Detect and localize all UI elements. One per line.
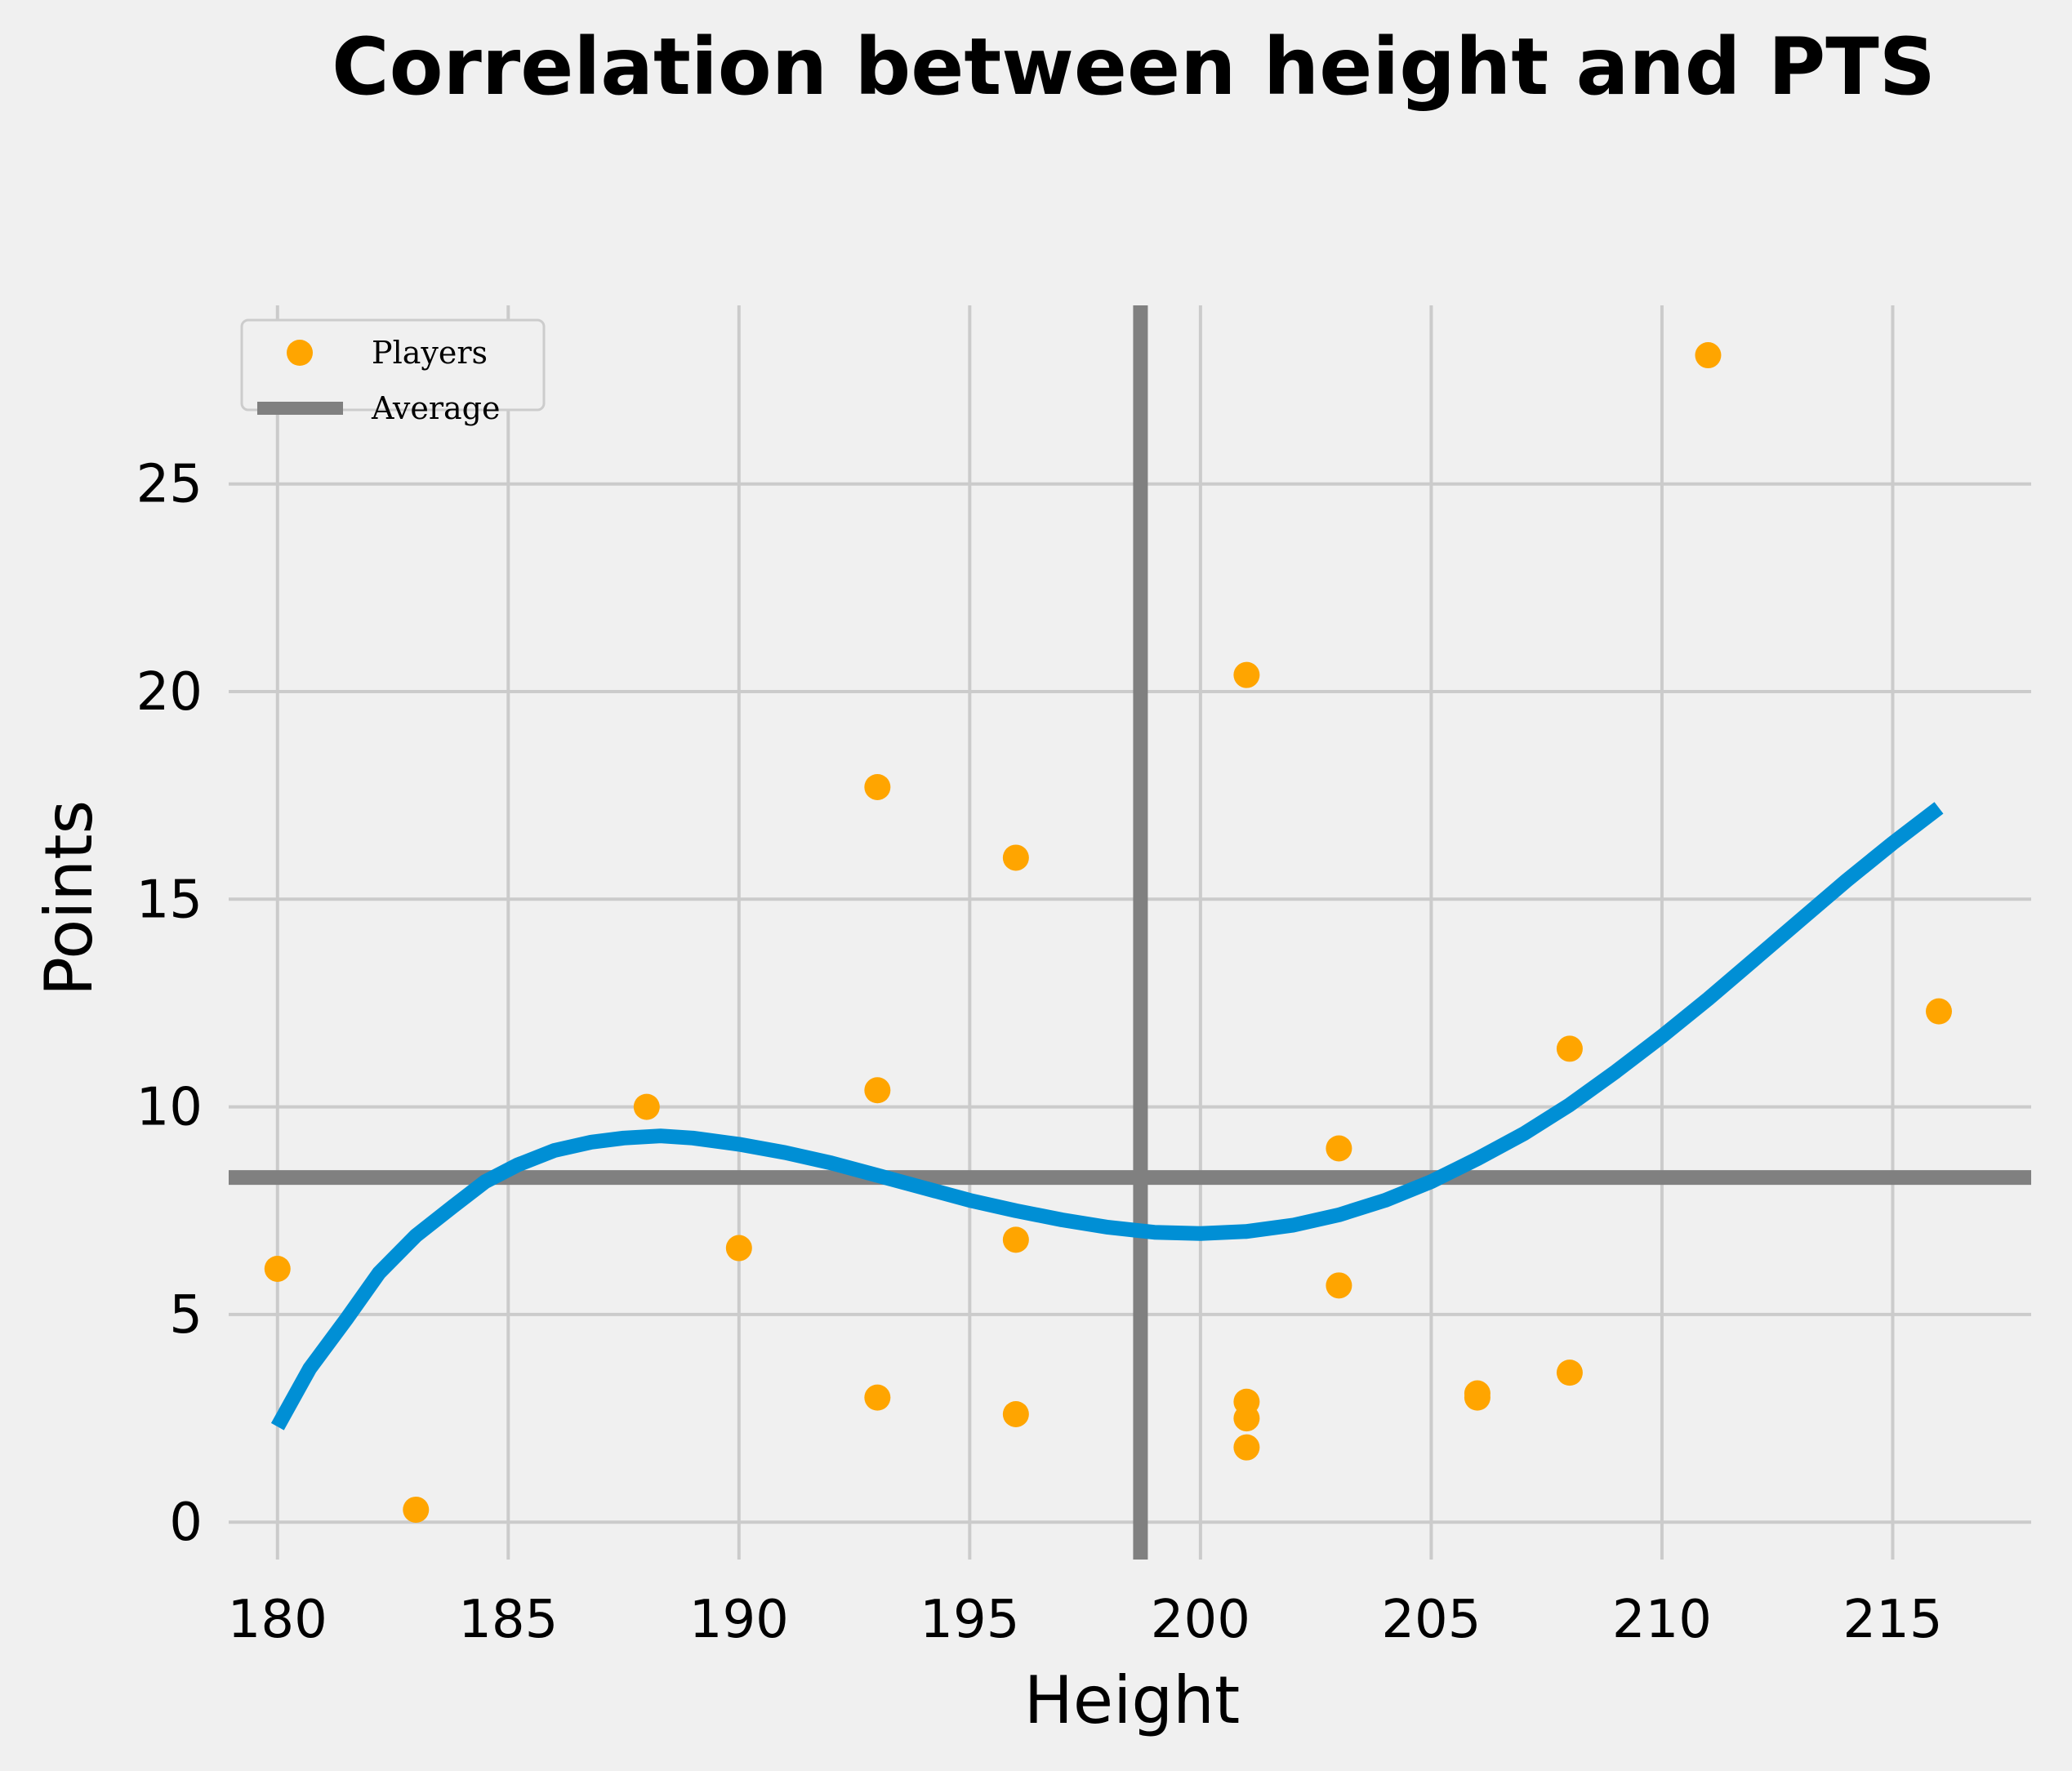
legend-players-label: Players — [372, 335, 488, 371]
grid — [229, 305, 2031, 1560]
legend-box — [240, 318, 546, 412]
y-tick-25: 25 — [136, 455, 203, 515]
x-tick-195: 195 — [920, 1590, 1019, 1650]
y-tick-5: 5 — [169, 1285, 203, 1346]
x-tick-labels: 180 185 190 195 200 205 210 215 — [228, 1590, 1943, 1650]
trend-layer — [270, 802, 1944, 1431]
legend-average-label: Average — [371, 390, 501, 426]
legend: Players Average — [240, 318, 546, 426]
player-point-1 — [403, 1496, 430, 1523]
x-tick-185: 185 — [458, 1590, 558, 1650]
trend-curve — [270, 802, 1944, 1431]
y-tick-0: 0 — [169, 1493, 203, 1553]
y-tick-15: 15 — [136, 870, 203, 930]
y-tick-20: 20 — [136, 662, 203, 723]
y-axis-label: Points — [31, 800, 107, 996]
x-tick-205: 205 — [1381, 1590, 1481, 1650]
player-point-14 — [1326, 1135, 1352, 1162]
player-point-20 — [1695, 342, 1722, 369]
legend-players-marker — [287, 340, 313, 366]
x-axis-label: Height — [1024, 1662, 1240, 1738]
player-point-4 — [864, 773, 891, 800]
chart-title: Correlation between height and PTS — [332, 21, 1936, 113]
x-tick-215: 215 — [1843, 1590, 1942, 1650]
player-point-2 — [633, 1093, 660, 1120]
player-point-8 — [1002, 1226, 1029, 1253]
player-point-6 — [864, 1384, 891, 1411]
x-tick-180: 180 — [228, 1590, 328, 1650]
player-point-15 — [1326, 1272, 1352, 1299]
x-tick-200: 200 — [1151, 1590, 1250, 1650]
y-tick-labels: 0 5 10 15 20 25 — [136, 455, 203, 1554]
player-point-12 — [1233, 1405, 1260, 1432]
player-point-19 — [1556, 1359, 1583, 1386]
x-tick-210: 210 — [1612, 1590, 1712, 1650]
player-point-0 — [264, 1255, 291, 1282]
average-lines — [229, 305, 2031, 1560]
player-point-9 — [1002, 1400, 1029, 1427]
player-points — [264, 342, 1952, 1523]
player-point-18 — [1556, 1035, 1583, 1062]
x-tick-190: 190 — [689, 1590, 789, 1650]
player-point-3 — [725, 1235, 752, 1262]
player-point-7 — [1002, 844, 1029, 871]
player-point-17 — [1464, 1384, 1491, 1411]
y-tick-10: 10 — [136, 1078, 203, 1138]
player-point-21 — [1925, 998, 1952, 1025]
player-point-13 — [1233, 1434, 1260, 1461]
player-point-5 — [864, 1077, 891, 1104]
player-point-10 — [1233, 661, 1260, 688]
